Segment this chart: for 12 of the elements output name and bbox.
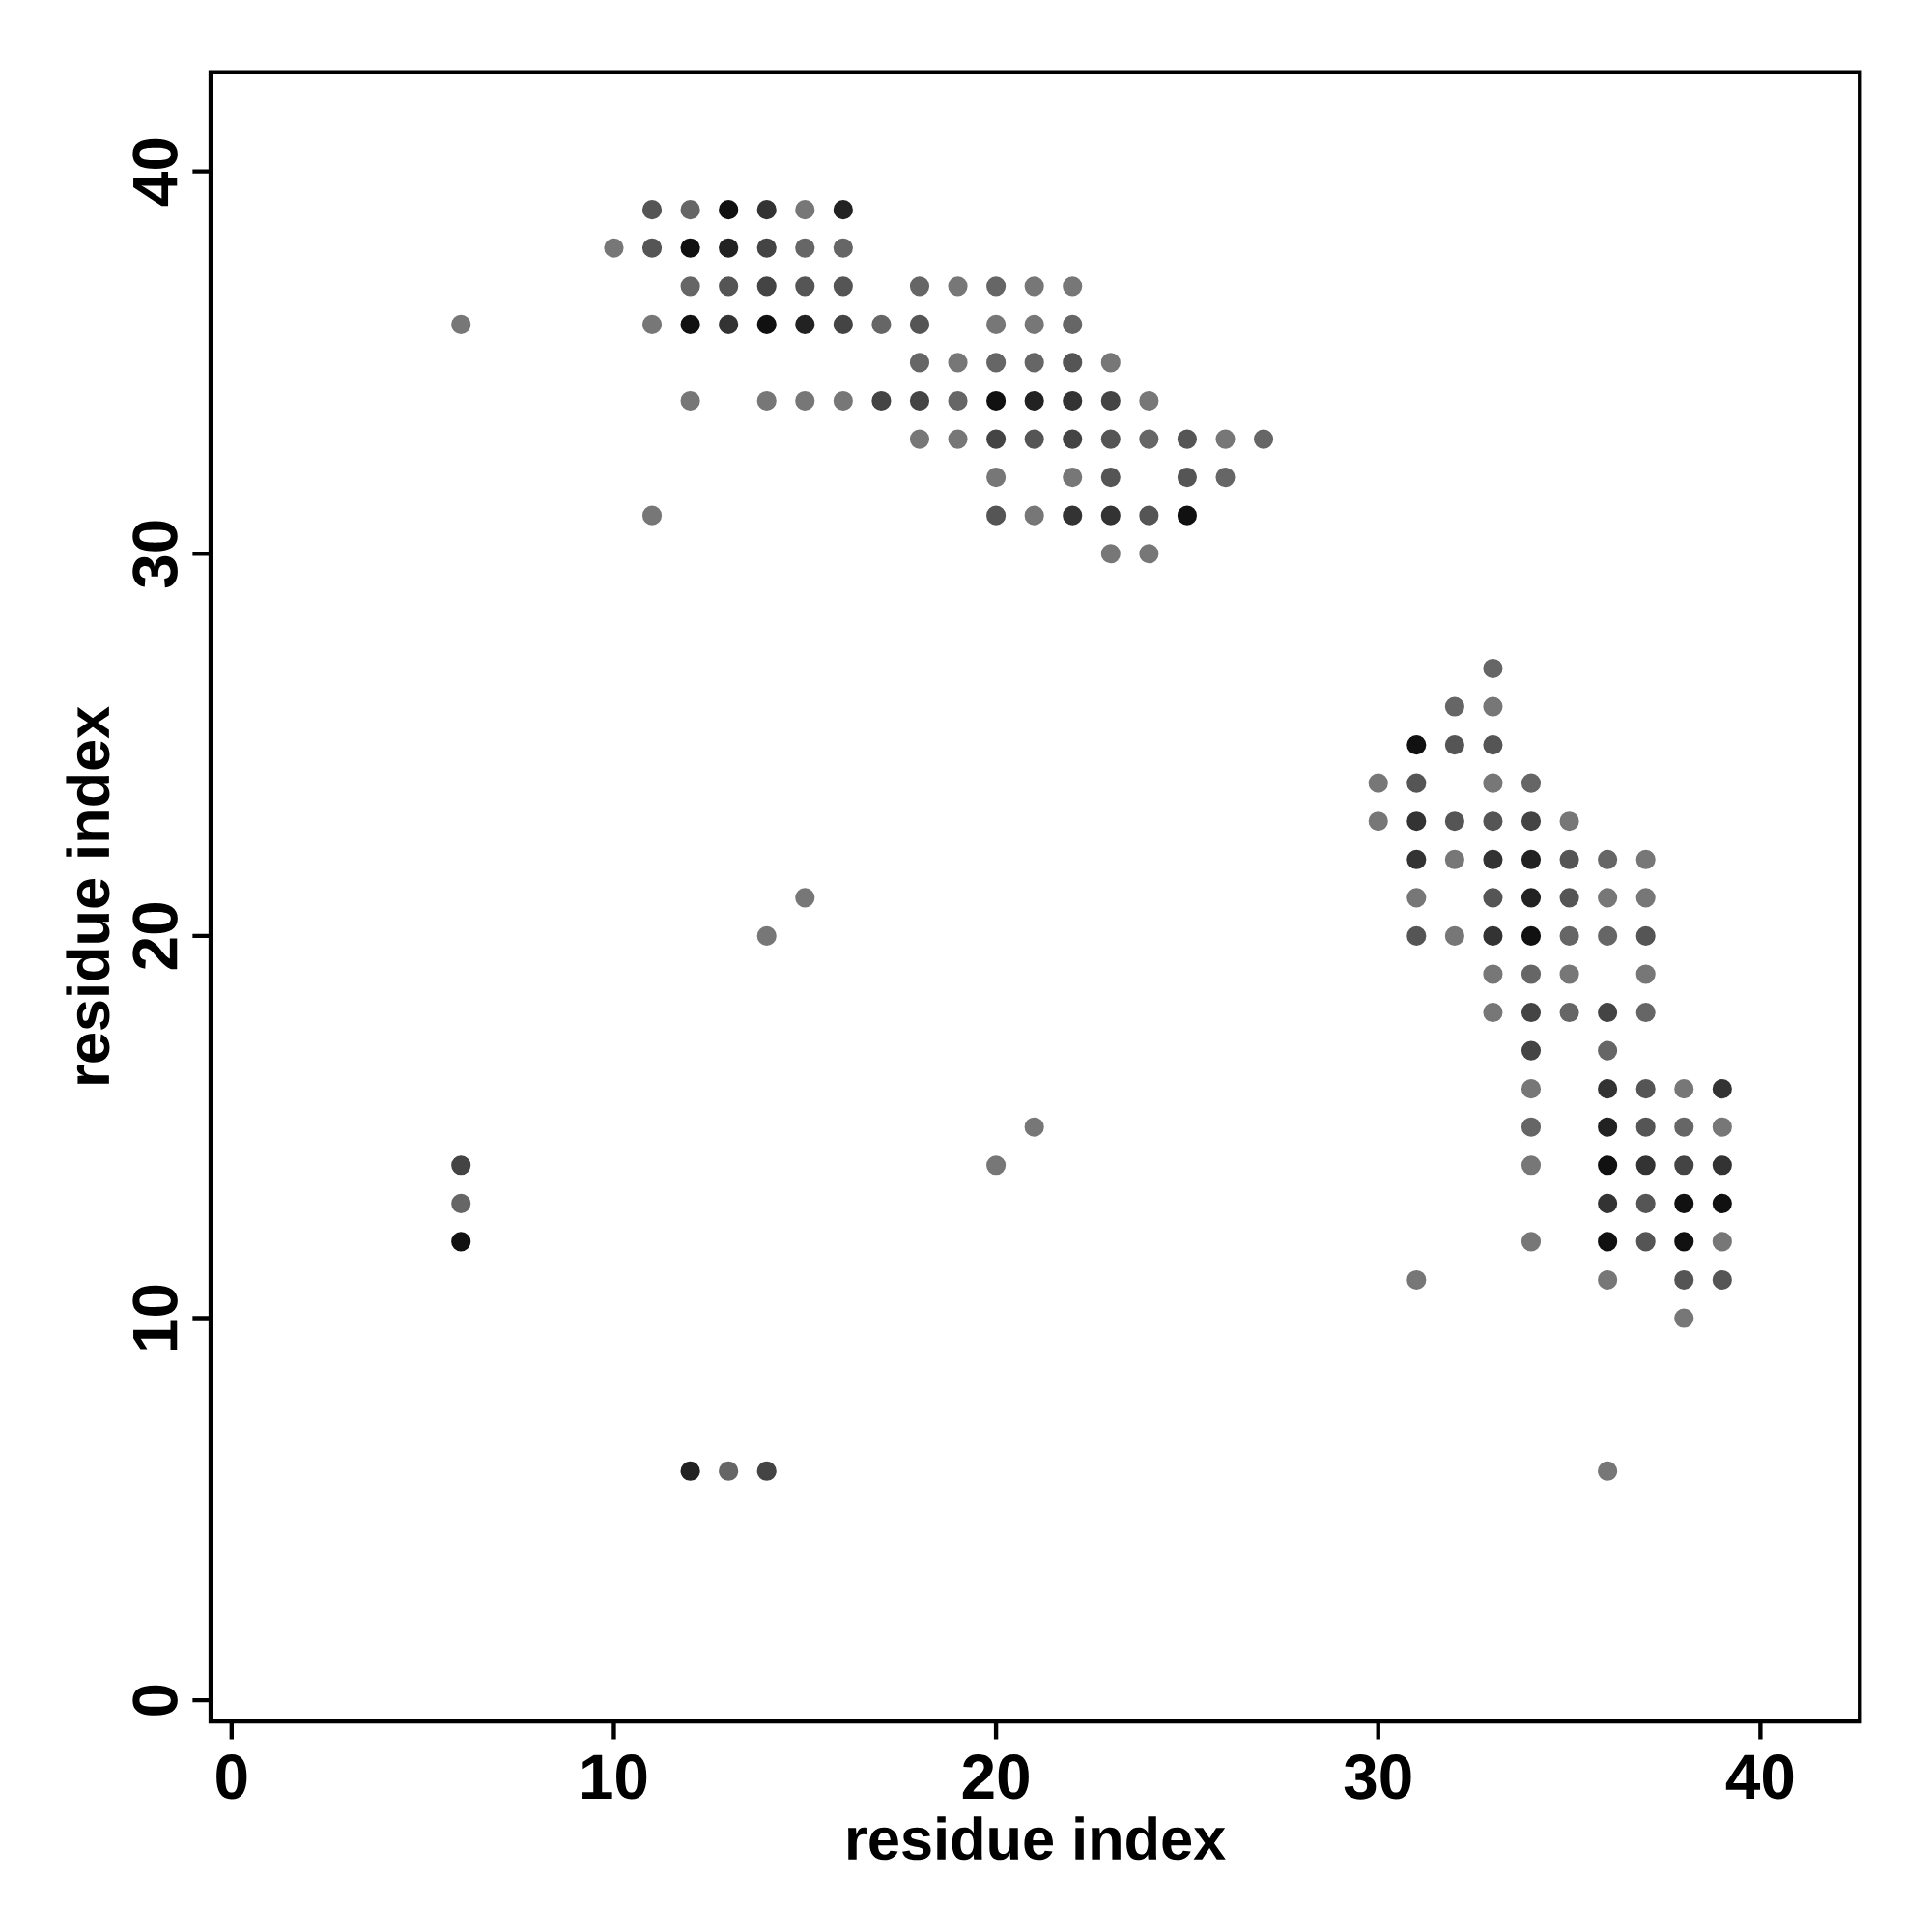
y-tick-label: 20: [132, 903, 178, 970]
x-tick-label: 30: [1344, 1754, 1411, 1800]
x-tick-label: 40: [1725, 1754, 1794, 1800]
y-tick-label: 40: [132, 138, 178, 207]
x-axis-title: residue index: [848, 1816, 1226, 1861]
y-axis-title: residue index: [66, 706, 110, 1084]
y-tick-label: 10: [132, 1285, 178, 1350]
x-tick-label: 20: [962, 1754, 1029, 1800]
y-tick-label: 30: [132, 521, 178, 588]
y-tick-label: 0: [132, 1685, 178, 1716]
x-tick-label: 10: [582, 1754, 647, 1800]
x-tick-label: 0: [216, 1754, 247, 1800]
